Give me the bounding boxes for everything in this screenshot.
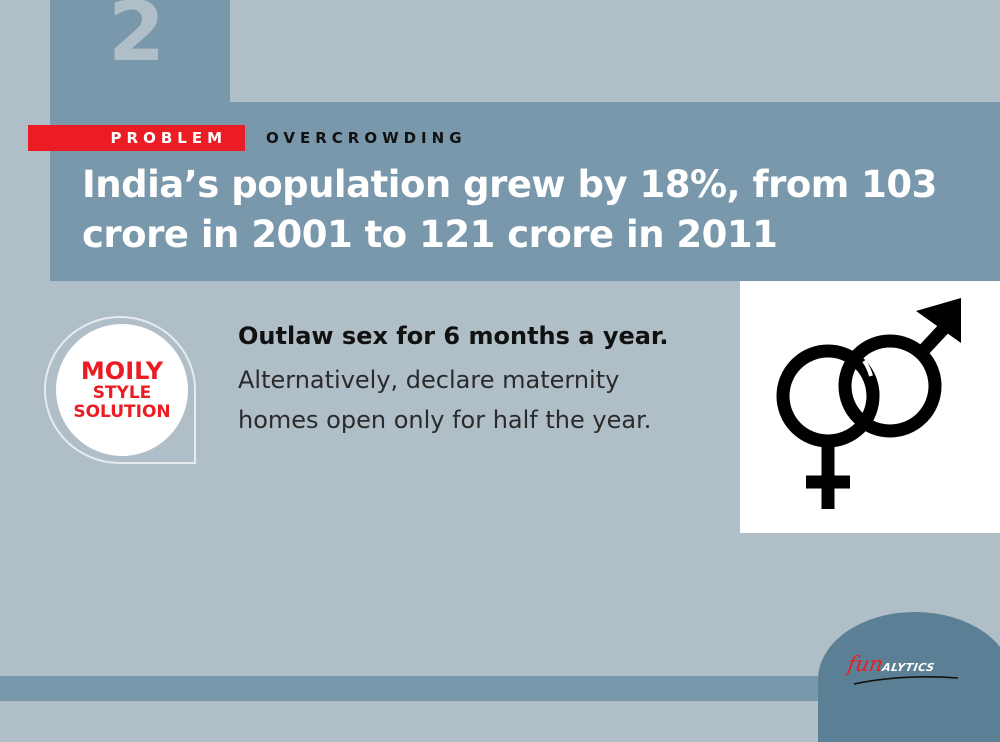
solution-badge: MOILY STYLE SOLUTION bbox=[56, 324, 188, 456]
badge-line-2: STYLE bbox=[92, 383, 152, 403]
badge-line-1: MOILY bbox=[80, 357, 164, 385]
male-female-symbol-icon bbox=[776, 298, 961, 509]
solution-title: Outlaw sex for 6 months a year. bbox=[238, 322, 669, 350]
symbol-panel bbox=[740, 281, 1000, 533]
badge-line-3: SOLUTION bbox=[73, 402, 171, 422]
problem-tag: PROBLEM bbox=[28, 125, 245, 151]
badge-outline bbox=[44, 316, 196, 464]
card-number: 2 bbox=[108, 0, 166, 80]
headline: India’s population grew by 18%, from 103… bbox=[82, 163, 937, 256]
category-label: OVERCROWDING bbox=[266, 129, 467, 147]
number-box bbox=[50, 0, 230, 102]
logo-swoosh-icon bbox=[853, 676, 959, 685]
solution-body: Alternatively, declare maternity homes o… bbox=[238, 366, 652, 434]
